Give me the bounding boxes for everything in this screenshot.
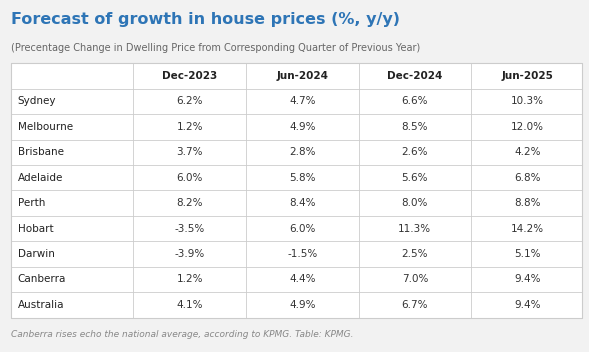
Text: 5.1%: 5.1% [514,249,541,259]
Text: 10.3%: 10.3% [511,96,544,107]
Text: Canberra: Canberra [18,274,66,284]
Text: 6.0%: 6.0% [177,173,203,183]
Text: 6.2%: 6.2% [177,96,203,107]
Text: Dec-2023: Dec-2023 [162,71,217,81]
Text: 4.9%: 4.9% [289,122,316,132]
Text: 4.9%: 4.9% [289,300,316,310]
Text: 4.1%: 4.1% [177,300,203,310]
Text: Sydney: Sydney [18,96,56,107]
Text: Adelaide: Adelaide [18,173,63,183]
Text: -3.9%: -3.9% [174,249,205,259]
Text: 2.5%: 2.5% [402,249,428,259]
Text: Canberra rises echo the national average, according to KPMG. Table: KPMG.: Canberra rises echo the national average… [11,330,353,339]
Text: 8.5%: 8.5% [402,122,428,132]
Text: 4.2%: 4.2% [514,147,541,157]
Text: 9.4%: 9.4% [514,274,541,284]
Text: Dec-2024: Dec-2024 [387,71,442,81]
Text: 3.7%: 3.7% [177,147,203,157]
Text: 9.4%: 9.4% [514,300,541,310]
Text: 14.2%: 14.2% [511,224,544,234]
Text: 8.4%: 8.4% [289,198,316,208]
Text: 11.3%: 11.3% [398,224,431,234]
Text: Jun-2024: Jun-2024 [276,71,328,81]
Text: 6.7%: 6.7% [402,300,428,310]
Text: 2.6%: 2.6% [402,147,428,157]
Text: -1.5%: -1.5% [287,249,317,259]
Text: -3.5%: -3.5% [174,224,205,234]
Text: 12.0%: 12.0% [511,122,544,132]
Text: Brisbane: Brisbane [18,147,64,157]
Text: 1.2%: 1.2% [177,274,203,284]
Text: 8.8%: 8.8% [514,198,541,208]
Text: Melbourne: Melbourne [18,122,73,132]
Text: 5.6%: 5.6% [402,173,428,183]
Text: Hobart: Hobart [18,224,53,234]
Text: 6.6%: 6.6% [402,96,428,107]
Text: (Precentage Change in Dwelling Price from Corresponding Quarter of Previous Year: (Precentage Change in Dwelling Price fro… [11,43,420,53]
Text: Forecast of growth in house prices (%, y/y): Forecast of growth in house prices (%, y… [11,12,399,27]
Text: 6.8%: 6.8% [514,173,541,183]
FancyBboxPatch shape [11,63,582,318]
Text: 2.8%: 2.8% [289,147,316,157]
Text: Australia: Australia [18,300,64,310]
Text: 8.0%: 8.0% [402,198,428,208]
Text: 6.0%: 6.0% [289,224,316,234]
Text: 7.0%: 7.0% [402,274,428,284]
Text: Darwin: Darwin [18,249,55,259]
Text: Perth: Perth [18,198,45,208]
Text: 8.2%: 8.2% [177,198,203,208]
Text: 1.2%: 1.2% [177,122,203,132]
Text: Jun-2025: Jun-2025 [501,71,553,81]
Text: 5.8%: 5.8% [289,173,316,183]
Text: 4.4%: 4.4% [289,274,316,284]
Text: 4.7%: 4.7% [289,96,316,107]
